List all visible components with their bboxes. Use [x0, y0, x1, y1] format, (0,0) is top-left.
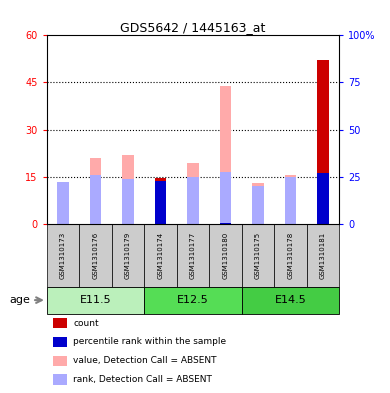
- Bar: [187, 163, 199, 224]
- Text: GSM1310176: GSM1310176: [92, 231, 99, 279]
- Text: percentile rank within the sample: percentile rank within the sample: [73, 338, 226, 347]
- Title: GDS5642 / 1445163_at: GDS5642 / 1445163_at: [121, 21, 266, 34]
- Text: value, Detection Call = ABSENT: value, Detection Call = ABSENT: [73, 356, 216, 365]
- Text: E12.5: E12.5: [177, 295, 209, 305]
- Bar: [112, 224, 144, 286]
- Bar: [155, 178, 166, 224]
- Bar: [177, 224, 209, 286]
- Text: GSM1310174: GSM1310174: [158, 231, 163, 279]
- Bar: [144, 286, 242, 314]
- Bar: [122, 155, 134, 224]
- Bar: [47, 286, 144, 314]
- Text: rank, Detection Call = ABSENT: rank, Detection Call = ABSENT: [73, 375, 212, 384]
- Text: count: count: [73, 319, 99, 328]
- Bar: [90, 158, 101, 224]
- Bar: [79, 224, 112, 286]
- Bar: [53, 318, 67, 329]
- Bar: [307, 224, 339, 286]
- Bar: [53, 356, 67, 366]
- Text: GSM1310179: GSM1310179: [125, 231, 131, 279]
- Text: GSM1310177: GSM1310177: [190, 231, 196, 279]
- Bar: [317, 173, 329, 224]
- Bar: [252, 186, 264, 224]
- Bar: [317, 61, 329, 224]
- Bar: [144, 224, 177, 286]
- Bar: [220, 223, 231, 224]
- Text: GSM1310178: GSM1310178: [287, 231, 294, 279]
- Text: GSM1310181: GSM1310181: [320, 231, 326, 279]
- Bar: [187, 176, 199, 224]
- Text: E14.5: E14.5: [275, 295, 307, 305]
- Bar: [220, 86, 231, 224]
- Bar: [242, 286, 339, 314]
- Bar: [285, 176, 296, 224]
- Bar: [242, 224, 274, 286]
- Text: GSM1310175: GSM1310175: [255, 231, 261, 279]
- Bar: [285, 175, 296, 224]
- Bar: [47, 224, 79, 286]
- Bar: [252, 183, 264, 224]
- Bar: [122, 178, 134, 224]
- Text: age: age: [10, 295, 30, 305]
- Bar: [220, 172, 231, 224]
- Bar: [57, 183, 69, 224]
- Text: GSM1310173: GSM1310173: [60, 231, 66, 279]
- Bar: [57, 182, 69, 224]
- Bar: [53, 337, 67, 347]
- Bar: [274, 224, 307, 286]
- Bar: [155, 181, 166, 224]
- Bar: [53, 375, 67, 385]
- Bar: [90, 175, 101, 224]
- Bar: [209, 224, 242, 286]
- Text: GSM1310180: GSM1310180: [223, 231, 229, 279]
- Text: E11.5: E11.5: [80, 295, 112, 305]
